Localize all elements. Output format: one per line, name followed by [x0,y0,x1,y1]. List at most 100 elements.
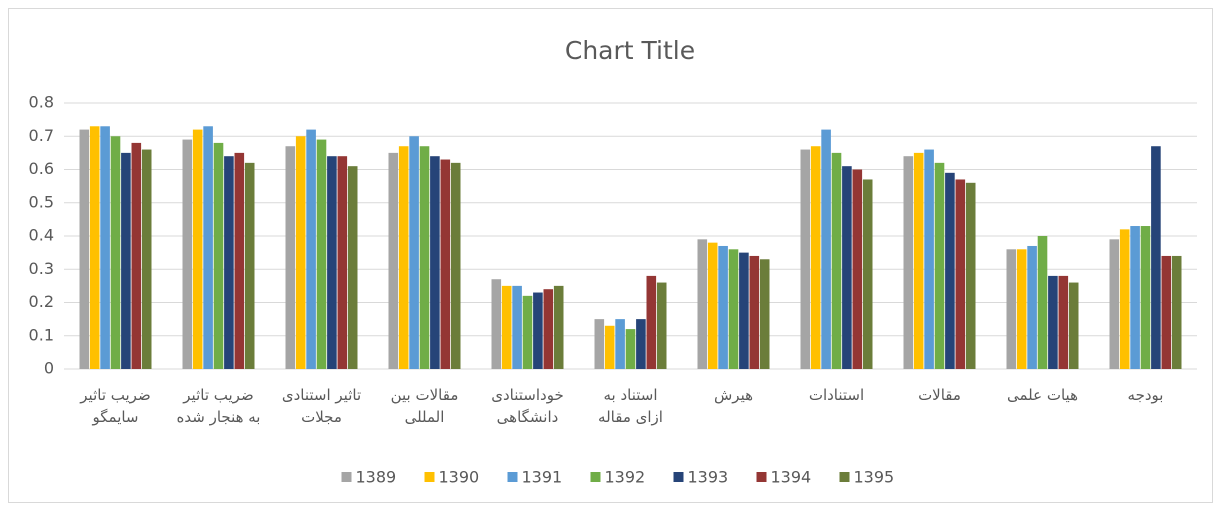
bar [192,129,203,369]
x-tick-label: استناد به ازای مقاله [598,386,663,426]
bar [512,285,522,369]
legend-label: 1389 [356,468,397,487]
x-tick-label: ضریب تاثیر به هنجار شده [176,386,261,426]
bar [1109,239,1120,369]
legend-label: 1393 [688,468,729,487]
bar [440,159,451,369]
bar [1119,229,1130,369]
bar [862,179,873,369]
bar [533,292,543,369]
chart-title: Chart Title [565,36,695,65]
x-tick-label: خوداستنادی دانشگاهی [491,386,564,426]
legend-swatch [673,472,684,482]
bar [594,319,605,369]
legend-label: 1392 [605,468,646,487]
legend-label: 1391 [522,468,563,487]
bar [224,156,234,369]
bar [522,295,533,369]
bar [182,139,193,369]
bar [409,136,419,369]
x-tick-label: استنادات [808,386,865,404]
legend-swatch [839,472,850,482]
bar [388,152,399,369]
bar [89,126,100,370]
bar [234,152,245,369]
bar [965,182,976,369]
bar [337,156,348,369]
bar [295,136,306,369]
bar [285,146,296,369]
y-tick-label: 0.6 [29,159,54,178]
bar [1171,255,1182,369]
bar [398,146,409,369]
bar [636,319,646,369]
bar [430,156,440,369]
legend-swatch [507,472,518,482]
bar [1027,245,1037,369]
bar [1016,249,1027,369]
legend-swatch [341,472,352,482]
legend-label: 1394 [771,468,812,487]
bar [131,142,142,369]
bar [759,259,770,369]
bar [491,279,502,369]
bar [1161,255,1172,369]
bar [501,285,512,369]
y-tick-label: 0.2 [29,292,54,311]
bar [1006,249,1017,369]
bar [924,149,934,369]
bar [646,275,657,369]
bar [1048,275,1058,369]
bar [347,166,358,369]
bar [100,126,110,370]
bar [419,146,430,369]
y-tick-label: 0.8 [29,93,54,112]
bar [306,129,316,369]
bar [728,249,739,369]
bar [110,136,121,369]
bar [316,139,327,369]
y-tick-label: 0.3 [29,259,54,278]
legend-swatch [590,472,601,482]
bar [913,152,924,369]
x-tick-label: هیرش [713,386,754,404]
y-tick-label: 0 [44,359,54,378]
bar [842,166,852,369]
legend-label: 1390 [439,468,480,487]
bar [831,152,842,369]
bar [244,162,255,369]
bar [656,282,667,369]
bar [1130,226,1140,369]
legend-swatch [756,472,767,482]
bar [739,252,749,369]
bar [141,149,152,369]
bar [604,325,615,369]
bar [697,239,708,369]
y-tick-label: 0.7 [29,126,54,145]
bar [1037,236,1048,369]
bar [1068,282,1079,369]
bar [810,146,821,369]
bar [553,285,564,369]
bar [1140,226,1151,369]
legend-swatch [424,472,435,482]
bar [821,129,831,369]
bar [800,149,811,369]
x-tick-label: مقالات [918,386,961,404]
legend-label: 1395 [854,468,895,487]
bar [625,329,636,369]
bar [945,172,955,369]
y-tick-label: 0.4 [29,226,54,245]
bar [450,162,461,369]
bar [327,156,337,369]
bar [749,255,760,369]
x-tick-label: مقالات بین المللی [390,386,459,426]
bar [543,289,554,369]
y-tick-label: 0.1 [29,325,54,344]
bar [903,156,914,369]
bar [955,179,966,369]
bar [79,129,90,369]
y-tick-label: 0.5 [29,192,54,211]
